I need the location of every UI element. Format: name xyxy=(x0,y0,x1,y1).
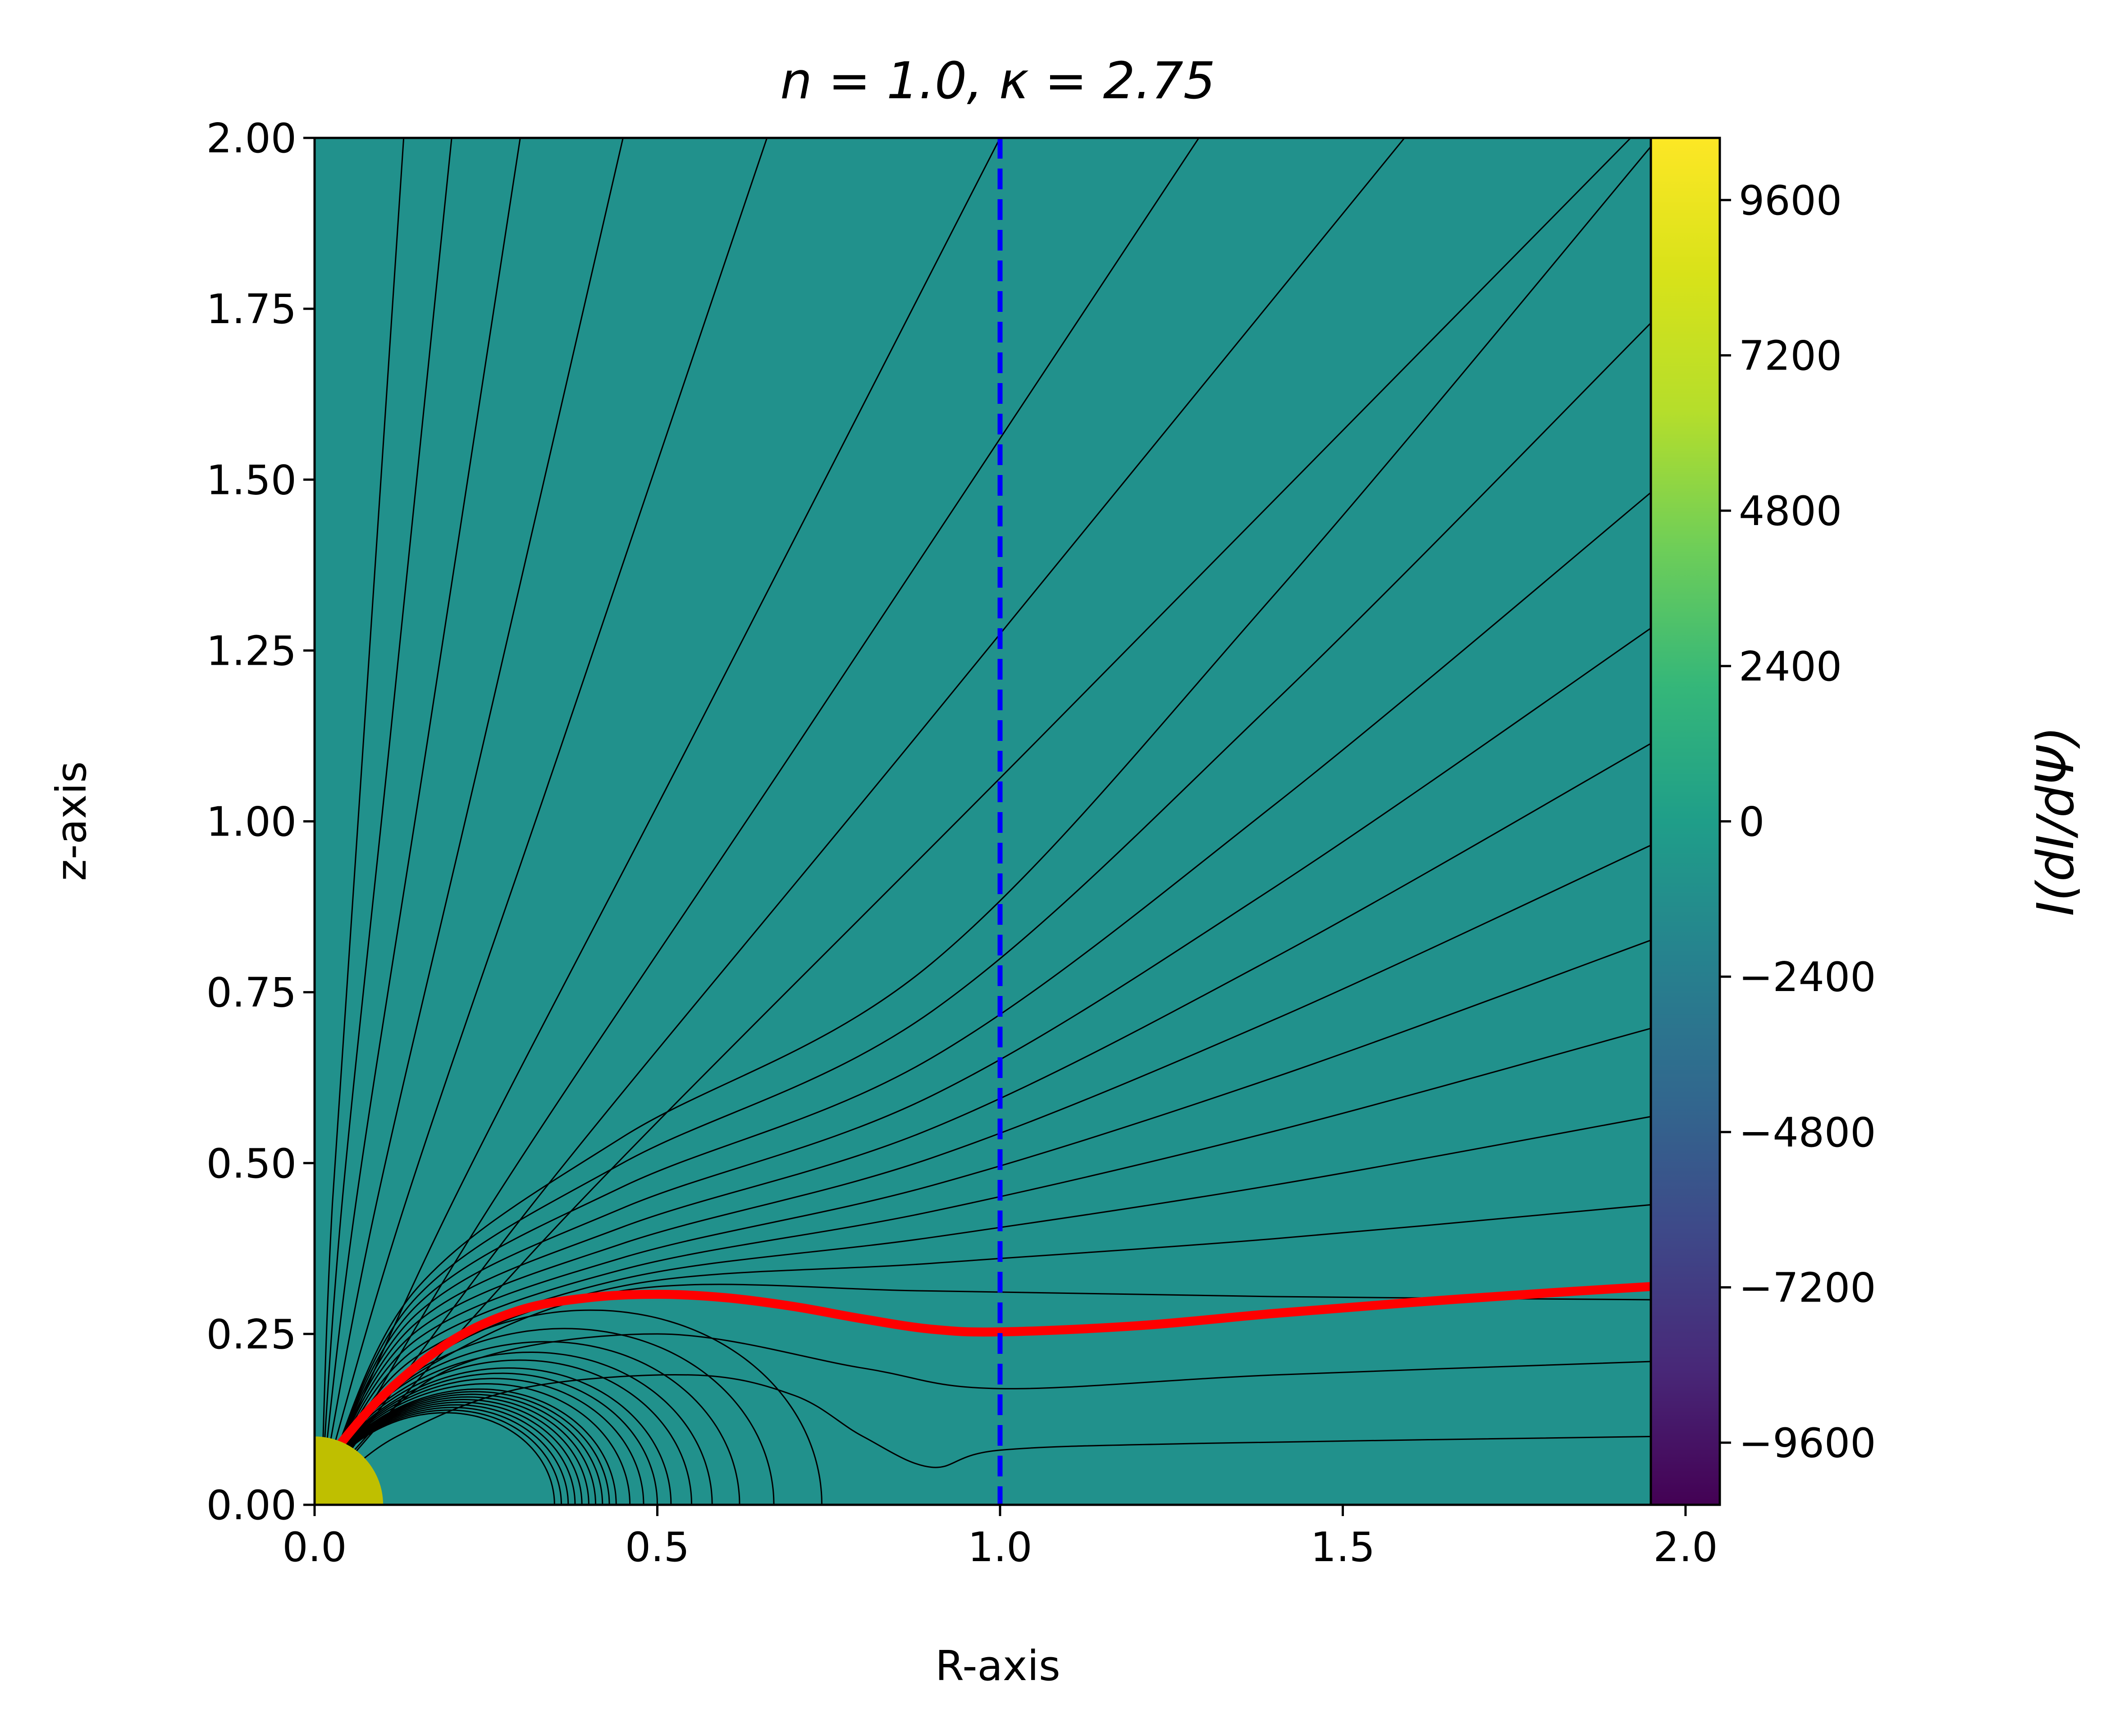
colorbar-tick-label: 2400 xyxy=(1739,643,1842,690)
star-surface xyxy=(315,1436,384,1505)
x-tick-label: 0.5 xyxy=(625,1524,690,1571)
x-axis-ticks: 0.0 0.5 1.0 1.5 2.0 xyxy=(282,1505,1718,1571)
open-field-line xyxy=(328,937,1659,1471)
y-axis-label: z-axis xyxy=(47,761,96,881)
open-field-line xyxy=(320,138,452,1491)
colorbar-ticks: 9600 7200 4800 2400 0 −2400 −4800 −7200 −9600 xyxy=(1720,177,1876,1467)
x-tick-label: 1.0 xyxy=(968,1524,1032,1571)
colorbar-tick-label: 9600 xyxy=(1739,177,1842,224)
y-tick-label: 0.00 xyxy=(206,1482,297,1529)
field-background xyxy=(315,138,1659,1505)
x-tick-label: 1.5 xyxy=(1311,1524,1375,1571)
separatrix-line xyxy=(330,1281,1663,1455)
open-field-line xyxy=(328,1284,1659,1471)
colorbar-tick-label: −7200 xyxy=(1739,1264,1876,1311)
chart-title: n = 1.0, κ = 2.75 xyxy=(780,52,1215,110)
open-field-line xyxy=(320,138,1200,1492)
open-field-line xyxy=(320,138,1405,1492)
colorbar-tick-label: −2400 xyxy=(1739,954,1876,1001)
x-axis-label: R-axis xyxy=(935,1642,1060,1690)
open-field-line xyxy=(320,138,624,1491)
x-tick-label: 2.0 xyxy=(1653,1524,1718,1571)
open-field-line xyxy=(334,1333,1659,1471)
colorbar-tick-label: −9600 xyxy=(1739,1420,1876,1467)
y-tick-label: 1.75 xyxy=(206,286,297,333)
y-tick-label: 1.25 xyxy=(206,627,297,675)
x-tick-label: 0.0 xyxy=(282,1524,347,1571)
colorbar-label: I(dI/dΨ) xyxy=(2027,726,2085,916)
open-field-line xyxy=(328,486,1659,1471)
open-field-line xyxy=(328,841,1659,1471)
open-field-line xyxy=(334,1374,1659,1485)
colorbar-gradient xyxy=(1650,137,1721,1506)
colorbar-tick-label: 4800 xyxy=(1739,488,1842,535)
y-tick-label: 1.50 xyxy=(206,457,297,504)
colorbar-tick-label: 0 xyxy=(1739,799,1764,846)
y-tick-label: 0.25 xyxy=(206,1311,297,1358)
y-tick-label: 2.00 xyxy=(206,115,297,162)
open-field-line xyxy=(328,138,1659,1471)
colorbar: 9600 7200 4800 2400 0 −2400 −4800 −7200 −9600 I(… xyxy=(1650,137,2085,1506)
plot-area: 0.0 0.5 1.0 1.5 2.0 0.00 0.25 0.50 0.75 1.00 1.25… xyxy=(47,52,1721,1690)
open-field-line xyxy=(328,1115,1659,1471)
open-field-line xyxy=(320,138,521,1491)
open-field-line xyxy=(328,315,1659,1471)
open-field-line xyxy=(320,138,405,1491)
colorbar-tick-label: 7200 xyxy=(1739,333,1842,380)
y-tick-label: 0.75 xyxy=(206,969,297,1017)
y-tick-label: 0.50 xyxy=(206,1140,297,1188)
open-field-line xyxy=(320,138,1001,1492)
open-field-line xyxy=(328,622,1659,1471)
open-field-line xyxy=(320,138,768,1492)
open-field-line xyxy=(328,1025,1659,1471)
y-axis-ticks: 0.00 0.25 0.50 0.75 1.00 1.25 1.50 1.75 2.00 xyxy=(206,115,315,1529)
y-tick-label: 1.00 xyxy=(206,799,297,846)
colorbar-tick-label: −4800 xyxy=(1739,1109,1876,1156)
